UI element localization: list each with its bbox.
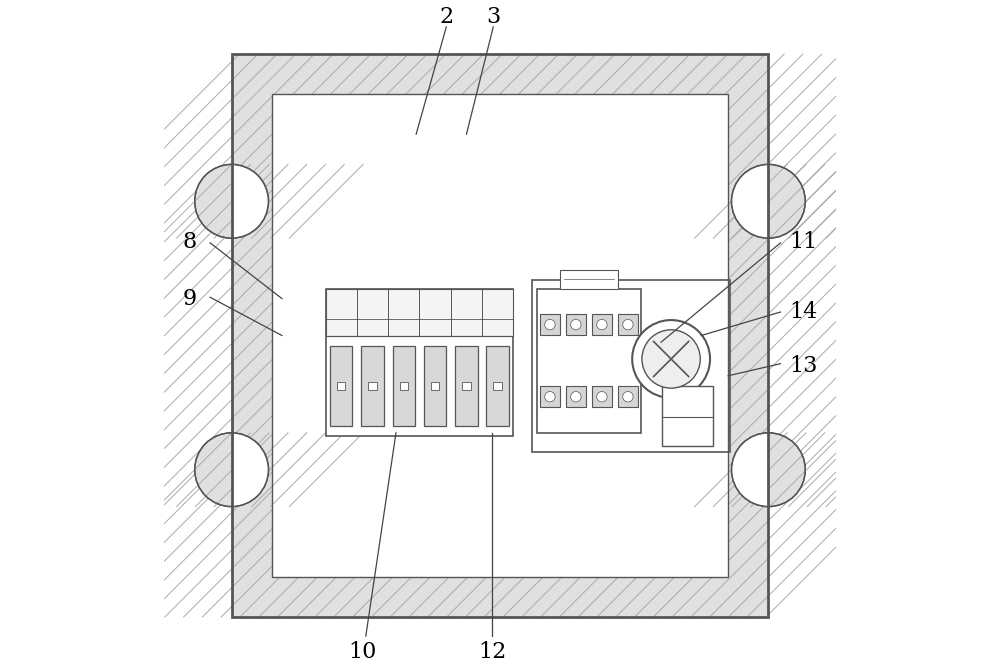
Bar (566, 386, 586, 407)
Circle shape (545, 319, 555, 329)
Wedge shape (232, 433, 269, 507)
Bar (592, 386, 612, 407)
Circle shape (642, 329, 700, 388)
Circle shape (623, 319, 633, 329)
Circle shape (731, 433, 805, 507)
Bar (493, 382, 502, 391)
Bar (272, 94, 728, 577)
Bar (232, 54, 768, 617)
Bar (232, 54, 768, 617)
Bar (618, 386, 638, 407)
Bar (540, 386, 560, 407)
Text: 2: 2 (439, 6, 453, 28)
Circle shape (571, 392, 581, 402)
Text: 13: 13 (789, 355, 817, 376)
Bar (431, 382, 439, 391)
Text: 10: 10 (348, 641, 377, 663)
Bar (486, 346, 509, 426)
Bar (393, 346, 415, 426)
Circle shape (731, 164, 805, 238)
Bar (462, 382, 471, 391)
Bar (455, 346, 478, 426)
Circle shape (195, 433, 269, 507)
Circle shape (597, 392, 607, 402)
Text: 14: 14 (789, 301, 817, 323)
Bar (618, 314, 638, 335)
Circle shape (571, 319, 581, 329)
Wedge shape (731, 164, 768, 238)
Circle shape (597, 319, 607, 329)
Text: 8: 8 (183, 231, 197, 252)
Wedge shape (232, 164, 269, 238)
Bar (662, 386, 713, 446)
Bar (330, 346, 352, 426)
Bar (368, 382, 377, 391)
Bar (540, 314, 560, 335)
Bar (592, 314, 612, 335)
Text: 3: 3 (486, 6, 500, 28)
Bar (272, 94, 728, 577)
Bar (532, 280, 730, 452)
Circle shape (623, 392, 633, 402)
Text: 11: 11 (789, 231, 817, 252)
Text: 9: 9 (183, 288, 197, 309)
Bar (560, 270, 618, 289)
Bar (424, 346, 446, 426)
Text: 12: 12 (478, 641, 506, 663)
Bar (326, 289, 513, 436)
Wedge shape (731, 433, 768, 507)
Circle shape (632, 320, 710, 398)
Bar (537, 289, 641, 433)
Bar (566, 314, 586, 335)
Bar (361, 346, 384, 426)
Bar (326, 289, 513, 336)
Bar (400, 382, 408, 391)
Circle shape (195, 164, 269, 238)
Circle shape (545, 392, 555, 402)
Bar (337, 382, 345, 391)
